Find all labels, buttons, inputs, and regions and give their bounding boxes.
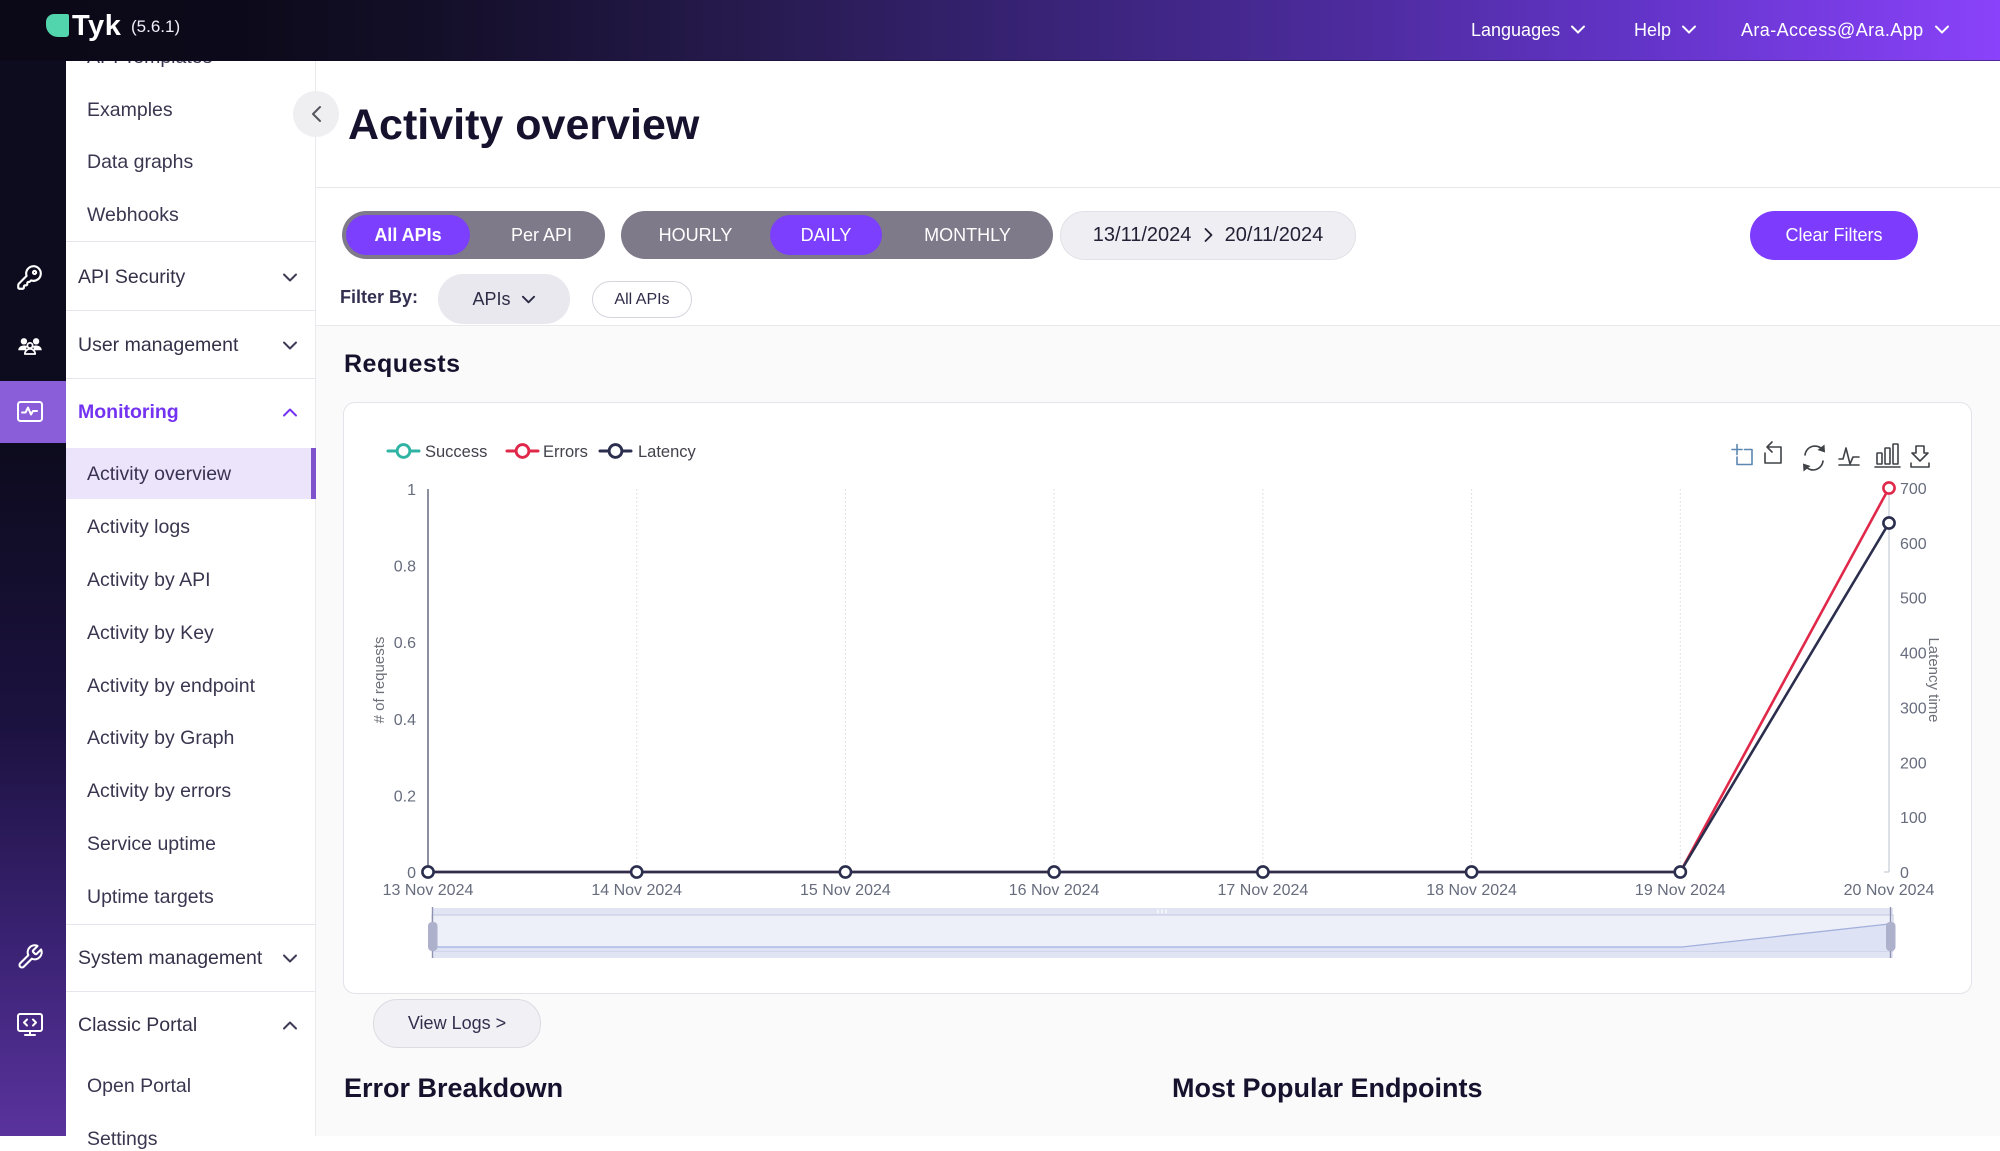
- svg-text:Success: Success: [425, 443, 487, 461]
- svg-text:17 Nov 2024: 17 Nov 2024: [1218, 882, 1309, 899]
- svg-text:16 Nov 2024: 16 Nov 2024: [1009, 882, 1100, 899]
- svg-text:0.4: 0.4: [394, 712, 416, 729]
- svg-text:600: 600: [1900, 536, 1927, 553]
- svg-text:15 Nov 2024: 15 Nov 2024: [800, 882, 891, 899]
- svg-text:# of requests: # of requests: [371, 637, 388, 724]
- svg-text:100: 100: [1900, 810, 1927, 827]
- svg-text:1: 1: [407, 482, 416, 499]
- svg-text:0: 0: [1900, 865, 1909, 882]
- svg-text:20 Nov 2024: 20 Nov 2024: [1844, 882, 1935, 899]
- svg-text:18 Nov 2024: 18 Nov 2024: [1426, 882, 1517, 899]
- svg-text:200: 200: [1900, 755, 1927, 772]
- svg-text:14 Nov 2024: 14 Nov 2024: [591, 882, 682, 899]
- svg-text:19 Nov 2024: 19 Nov 2024: [1635, 882, 1726, 899]
- svg-text:300: 300: [1900, 700, 1927, 717]
- svg-text:0: 0: [407, 865, 416, 882]
- svg-text:Latency: Latency: [638, 443, 697, 461]
- svg-text:400: 400: [1900, 646, 1927, 663]
- svg-text:700: 700: [1900, 481, 1927, 498]
- svg-text:Latency time: Latency time: [1925, 637, 1942, 722]
- svg-text:Errors: Errors: [543, 443, 588, 461]
- svg-text:13 Nov 2024: 13 Nov 2024: [383, 882, 474, 899]
- svg-text:0.8: 0.8: [394, 559, 416, 576]
- svg-text:500: 500: [1900, 591, 1927, 608]
- svg-text:0.6: 0.6: [394, 635, 416, 652]
- svg-text:0.2: 0.2: [394, 788, 416, 805]
